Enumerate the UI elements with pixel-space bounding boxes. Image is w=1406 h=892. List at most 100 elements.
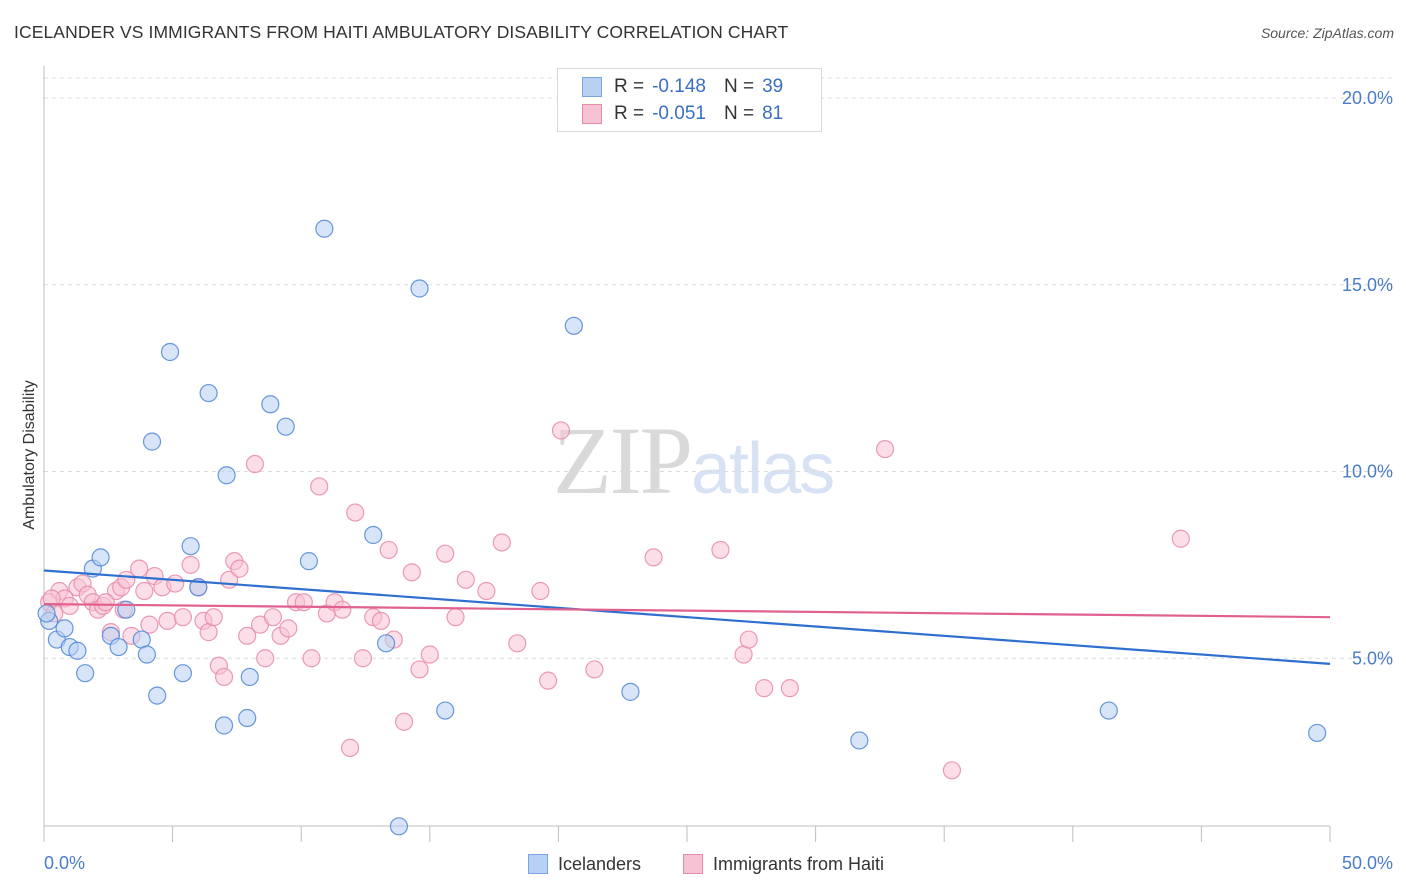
icelander-point [238, 708, 257, 728]
haiti-point [492, 533, 511, 552]
haiti-point [245, 454, 265, 474]
icelander-point [389, 817, 409, 836]
haiti-point [551, 421, 571, 440]
haiti-point [135, 581, 154, 601]
haiti-point [780, 679, 799, 698]
icelander-point [564, 316, 583, 335]
haiti-point [739, 630, 758, 649]
haiti-point [508, 634, 527, 653]
haiti-point [333, 600, 352, 619]
haiti-point [379, 540, 398, 560]
haiti-point [1171, 529, 1190, 548]
haiti-point [875, 439, 895, 459]
haiti-point [214, 667, 234, 687]
haiti-point [238, 626, 257, 645]
y-tick-label: 10.0% [1342, 462, 1393, 482]
haiti-point [477, 581, 496, 601]
icelander-point [68, 641, 87, 660]
haiti-point [204, 608, 223, 627]
trend-lines [43, 569, 1331, 665]
haiti-point [755, 679, 774, 698]
haiti-point [130, 559, 149, 578]
haiti-point [96, 593, 115, 612]
icelander-point [160, 342, 180, 362]
series-immigrants-from-haiti [40, 421, 1190, 780]
icelander-point [37, 604, 56, 623]
icelander-point [214, 716, 234, 735]
haiti-point [420, 645, 439, 664]
icelander-point [76, 664, 95, 683]
axes [43, 66, 1331, 842]
icelander-point [1308, 723, 1327, 743]
haiti-point [158, 611, 177, 631]
haiti-point [711, 540, 730, 560]
haiti-trend-line [43, 602, 1331, 619]
legend-row-haiti: R = -0.051 N = 81 [582, 103, 783, 125]
icelander-point [55, 619, 74, 638]
icelander-point [299, 552, 319, 571]
watermark-zip: ZIP [553, 407, 693, 514]
y-tick-label: 5.0% [1352, 648, 1393, 668]
haiti-point [346, 503, 365, 522]
bottom-legend-haiti: Immigrants from Haiti [683, 852, 884, 876]
legend-r-key: R = [614, 103, 645, 124]
haiti-point [166, 574, 185, 593]
icelander-point [850, 731, 869, 750]
icelander-point [1099, 701, 1118, 720]
x-tick-label: 0.0% [44, 853, 85, 873]
icelander-point [240, 667, 259, 687]
haiti-point [436, 544, 455, 563]
haiti-point [942, 761, 962, 780]
haiti-point [585, 660, 604, 679]
haiti-point [173, 608, 192, 627]
haiti-point [279, 619, 298, 638]
legend-r-key: R = [614, 76, 645, 97]
haiti-point [644, 548, 663, 567]
haiti-point [140, 615, 159, 634]
legend-row-icelanders: R = -0.148 N = 39 [582, 76, 783, 98]
x-tick-label: 50.0% [1342, 853, 1393, 873]
haiti-point [60, 596, 79, 616]
haiti-point [394, 712, 414, 731]
haiti-point [539, 671, 558, 690]
icelander-point [173, 664, 192, 683]
legend-swatch-haiti [582, 104, 602, 124]
legend-r-value: -0.051 [652, 103, 706, 124]
haiti-point [371, 611, 391, 631]
haiti-point [302, 649, 321, 668]
icelander-point [436, 701, 455, 720]
y-tick-label: 20.0% [1342, 88, 1393, 108]
legend-n-key: N = [723, 103, 755, 124]
y-tick-label: 15.0% [1342, 275, 1393, 295]
haiti-point [310, 477, 329, 496]
legend-n-value: 81 [762, 103, 784, 124]
bottom-legend-icelanders: Icelanders [528, 852, 641, 876]
icelander-point [621, 682, 640, 701]
icelander-point [364, 525, 383, 545]
watermark: ZIPatlas [553, 405, 835, 516]
icelander-point [376, 634, 396, 653]
icelander-point [137, 645, 156, 664]
haiti-point [353, 649, 373, 668]
icelander-point [315, 219, 334, 238]
bottom-legend-swatch-icelanders [528, 854, 548, 874]
correlation-legend: R = -0.148 N = 39 R = -0.051 N = 81 [557, 68, 822, 132]
icelander-point [117, 600, 136, 619]
icelander-point [109, 637, 128, 657]
haiti-point [263, 608, 283, 627]
legend-r-value: -0.148 [652, 76, 706, 97]
chart-title: ICELANDER VS IMMIGRANTS FROM HAITI AMBUL… [14, 22, 789, 42]
bottom-legend-label-icelanders: Icelanders [558, 853, 642, 874]
y-axis-label: Ambulatory Disability [21, 380, 38, 529]
haiti-point [456, 570, 475, 589]
haiti-point [294, 593, 313, 612]
icelander-point [142, 432, 162, 451]
legend-n-value: 39 [762, 76, 784, 97]
haiti-point [256, 649, 275, 668]
series-icelanders [37, 219, 1327, 836]
icelanders-trend-line [43, 569, 1331, 665]
haiti-point [402, 563, 421, 582]
axis-labels: 5.0% 10.0% 15.0% 20.0% 0.0% 50.0% Ambulatory D… [21, 88, 1393, 873]
icelander-point [199, 383, 218, 403]
